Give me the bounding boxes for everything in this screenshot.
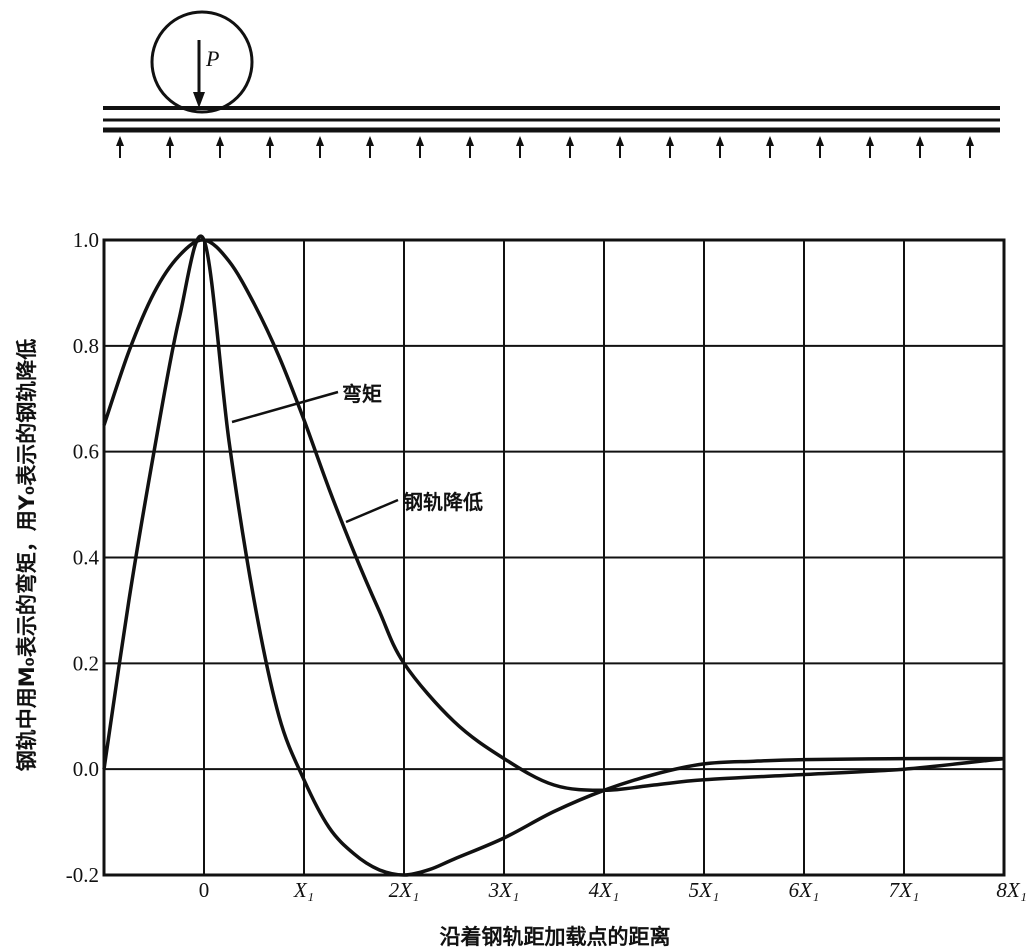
y-tick-label: -0.2	[66, 863, 99, 887]
wheel-icon	[150, 10, 254, 114]
grid	[104, 239, 1005, 876]
y-tick-label: 0.6	[73, 440, 99, 464]
support-arrow-head-icon	[866, 136, 874, 146]
support-reactions	[116, 136, 974, 158]
series-layer	[102, 234, 1005, 877]
annotation-leader	[231, 390, 339, 424]
x-tick-label: 5X₁	[689, 878, 720, 902]
x-tick-label: 7X₁	[889, 878, 920, 902]
x-tick-label: 4X₁	[589, 878, 620, 902]
support-arrow-head-icon	[816, 136, 824, 146]
x-tick-label: 8X₁	[996, 878, 1027, 902]
series-line-bending-moment	[102, 234, 1005, 877]
x-tick-label: 2X₁	[389, 878, 420, 902]
support-arrow-head-icon	[566, 136, 574, 146]
support-arrow-head-icon	[716, 136, 724, 146]
x-tick-label: 3X₁	[488, 878, 520, 902]
chart: 1.0 0.8 0.6 0.4 0.2 0.0 -0.2 0 X₁ 2X₁ 3X₁ 4X₁ 5X₁ 6X…	[15, 228, 1027, 949]
annotation-label: 弯矩	[342, 382, 382, 406]
support-arrow-head-icon	[216, 136, 224, 146]
y-tick-labels: 1.0 0.8 0.6 0.4 0.2 0.0 -0.2	[66, 228, 100, 887]
y-tick-label: 1.0	[73, 228, 99, 252]
support-arrow-head-icon	[616, 136, 624, 146]
y-tick-label: 0.0	[73, 757, 99, 781]
y-axis-title: 钢轨中用M₀表示的弯矩，用Y₀表示的钢轨降低	[15, 339, 39, 772]
support-arrow-head-icon	[116, 136, 124, 146]
support-arrow-head-icon	[916, 136, 924, 146]
rail-load-diagram: P	[103, 10, 1000, 158]
x-tick-label: 6X₁	[789, 878, 820, 902]
x-tick-label: 0	[199, 878, 210, 902]
support-arrow-head-icon	[666, 136, 674, 146]
support-arrow-head-icon	[166, 136, 174, 146]
load-arrow-head-icon	[193, 92, 205, 108]
support-arrow-head-icon	[766, 136, 774, 146]
support-arrow-head-icon	[516, 136, 524, 146]
y-tick-label: 0.2	[73, 651, 99, 675]
plot-frame	[102, 238, 1006, 877]
y-tick-label: 0.8	[73, 334, 99, 358]
annotation-label: 钢轨降低	[403, 490, 483, 514]
support-arrow-head-icon	[416, 136, 424, 146]
x-tick-label: X₁	[293, 878, 314, 902]
support-arrow-head-icon	[266, 136, 274, 146]
support-arrow-head-icon	[366, 136, 374, 146]
support-arrow-head-icon	[466, 136, 474, 146]
x-axis-title: 沿着钢轨距加载点的距离	[440, 925, 671, 949]
y-tick-label: 0.4	[73, 546, 100, 570]
support-arrow-head-icon	[966, 136, 974, 146]
series-line-rail-deflection	[102, 238, 1005, 793]
support-arrow-head-icon	[316, 136, 324, 146]
annotation-leader	[345, 498, 399, 524]
load-label: P	[205, 46, 219, 71]
x-tick-labels: 0 X₁ 2X₁ 3X₁ 4X₁ 5X₁ 6X₁ 7X₁ 8X₁	[199, 878, 1027, 902]
